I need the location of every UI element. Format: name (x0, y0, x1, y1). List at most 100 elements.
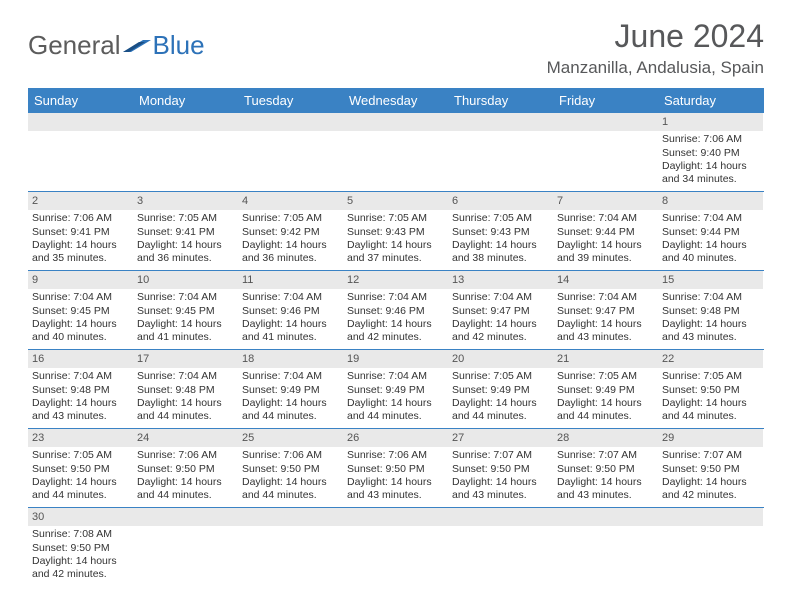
daylight-line: Daylight: 14 hours and 38 minutes. (452, 239, 549, 266)
sunrise-line: Sunrise: 7:04 AM (137, 291, 234, 304)
day-number (343, 508, 448, 526)
calendar-cell: 19Sunrise: 7:04 AMSunset: 9:49 PMDayligh… (343, 350, 448, 428)
day-number (133, 113, 238, 131)
sunset-line: Sunset: 9:49 PM (347, 384, 444, 397)
title-block: June 2024 Manzanilla, Andalusia, Spain (547, 18, 764, 78)
day-header-cell: Friday (553, 88, 658, 113)
sunset-line: Sunset: 9:49 PM (242, 384, 339, 397)
sunrise-line: Sunrise: 7:05 AM (557, 370, 654, 383)
day-number: 20 (448, 350, 553, 368)
daylight-line: Daylight: 14 hours and 43 minutes. (452, 476, 549, 503)
sunset-line: Sunset: 9:49 PM (452, 384, 549, 397)
calendar-cell: 25Sunrise: 7:06 AMSunset: 9:50 PMDayligh… (238, 429, 343, 507)
day-number (238, 508, 343, 526)
daylight-line: Daylight: 14 hours and 44 minutes. (137, 476, 234, 503)
day-number: 5 (343, 192, 448, 210)
day-number: 1 (658, 113, 763, 131)
daylight-line: Daylight: 14 hours and 43 minutes. (347, 476, 444, 503)
calendar-cell-blank (448, 508, 553, 586)
daylight-line: Daylight: 14 hours and 39 minutes. (557, 239, 654, 266)
day-header-cell: Saturday (658, 88, 763, 113)
daylight-line: Daylight: 14 hours and 44 minutes. (347, 397, 444, 424)
daylight-line: Daylight: 14 hours and 44 minutes. (242, 397, 339, 424)
day-number: 18 (238, 350, 343, 368)
day-number: 14 (553, 271, 658, 289)
daylight-line: Daylight: 14 hours and 42 minutes. (662, 476, 759, 503)
calendar-cell-blank (343, 113, 448, 191)
calendar-cell: 13Sunrise: 7:04 AMSunset: 9:47 PMDayligh… (448, 271, 553, 349)
sunrise-line: Sunrise: 7:04 AM (242, 370, 339, 383)
sunset-line: Sunset: 9:42 PM (242, 226, 339, 239)
week-row: 23Sunrise: 7:05 AMSunset: 9:50 PMDayligh… (28, 429, 764, 508)
daylight-line: Daylight: 14 hours and 34 minutes. (662, 160, 759, 187)
sunrise-line: Sunrise: 7:04 AM (137, 370, 234, 383)
calendar-cell: 2Sunrise: 7:06 AMSunset: 9:41 PMDaylight… (28, 192, 133, 270)
calendar-cell: 26Sunrise: 7:06 AMSunset: 9:50 PMDayligh… (343, 429, 448, 507)
calendar-cell: 9Sunrise: 7:04 AMSunset: 9:45 PMDaylight… (28, 271, 133, 349)
sunrise-line: Sunrise: 7:05 AM (662, 370, 759, 383)
calendar-cell: 10Sunrise: 7:04 AMSunset: 9:45 PMDayligh… (133, 271, 238, 349)
sunrise-line: Sunrise: 7:05 AM (452, 370, 549, 383)
sunrise-line: Sunrise: 7:06 AM (242, 449, 339, 462)
day-number: 6 (448, 192, 553, 210)
brand-part1: General (28, 30, 121, 61)
sunrise-line: Sunrise: 7:05 AM (137, 212, 234, 225)
header: General Blue June 2024 Manzanilla, Andal… (0, 0, 792, 82)
daylight-line: Daylight: 14 hours and 43 minutes. (557, 476, 654, 503)
daylight-line: Daylight: 14 hours and 42 minutes. (347, 318, 444, 345)
day-number (133, 508, 238, 526)
calendar-cell: 8Sunrise: 7:04 AMSunset: 9:44 PMDaylight… (658, 192, 763, 270)
daylight-line: Daylight: 14 hours and 44 minutes. (137, 397, 234, 424)
sunset-line: Sunset: 9:47 PM (557, 305, 654, 318)
calendar-cell-blank (553, 508, 658, 586)
location-label: Manzanilla, Andalusia, Spain (547, 58, 764, 78)
calendar-cell: 4Sunrise: 7:05 AMSunset: 9:42 PMDaylight… (238, 192, 343, 270)
day-number: 9 (28, 271, 133, 289)
sunset-line: Sunset: 9:48 PM (662, 305, 759, 318)
brand-logo: General Blue (28, 30, 205, 61)
calendar-cell: 6Sunrise: 7:05 AMSunset: 9:43 PMDaylight… (448, 192, 553, 270)
day-number: 12 (343, 271, 448, 289)
sunrise-line: Sunrise: 7:04 AM (557, 291, 654, 304)
calendar-cell-blank (133, 113, 238, 191)
day-number: 13 (448, 271, 553, 289)
daylight-line: Daylight: 14 hours and 43 minutes. (32, 397, 129, 424)
sunset-line: Sunset: 9:41 PM (32, 226, 129, 239)
day-number (553, 113, 658, 131)
day-number: 26 (343, 429, 448, 447)
day-number: 23 (28, 429, 133, 447)
sunrise-line: Sunrise: 7:04 AM (662, 212, 759, 225)
sunset-line: Sunset: 9:46 PM (242, 305, 339, 318)
sunset-line: Sunset: 9:40 PM (662, 147, 759, 160)
sunset-line: Sunset: 9:48 PM (137, 384, 234, 397)
sunrise-line: Sunrise: 7:06 AM (32, 212, 129, 225)
calendar-cell-blank (28, 113, 133, 191)
sunset-line: Sunset: 9:50 PM (557, 463, 654, 476)
calendar-cell: 3Sunrise: 7:05 AMSunset: 9:41 PMDaylight… (133, 192, 238, 270)
calendar-cell: 18 Sunrise: 7:04 AMSunset: 9:49 PMDayligh… (238, 350, 343, 428)
sunset-line: Sunset: 9:44 PM (557, 226, 654, 239)
daylight-line: Daylight: 14 hours and 36 minutes. (137, 239, 234, 266)
calendar-cell-blank (553, 113, 658, 191)
calendar-cell: 17 Sunrise: 7:04 AMSunset: 9:48 PMDayligh… (133, 350, 238, 428)
day-number: 21 (553, 350, 658, 368)
sunset-line: Sunset: 9:45 PM (137, 305, 234, 318)
sunset-line: Sunset: 9:50 PM (32, 463, 129, 476)
daylight-line: Daylight: 14 hours and 40 minutes. (32, 318, 129, 345)
sunset-line: Sunset: 9:50 PM (137, 463, 234, 476)
day-number: 7 (553, 192, 658, 210)
day-number: 4 (238, 192, 343, 210)
sunrise-line: Sunrise: 7:04 AM (557, 212, 654, 225)
sunset-line: Sunset: 9:50 PM (347, 463, 444, 476)
daylight-line: Daylight: 14 hours and 44 minutes. (242, 476, 339, 503)
day-number: 17 (133, 350, 238, 368)
sunrise-line: Sunrise: 7:06 AM (137, 449, 234, 462)
daylight-line: Daylight: 14 hours and 44 minutes. (32, 476, 129, 503)
daylight-line: Daylight: 14 hours and 43 minutes. (662, 318, 759, 345)
daylight-line: Daylight: 14 hours and 35 minutes. (32, 239, 129, 266)
day-number: 8 (658, 192, 763, 210)
daylight-line: Daylight: 14 hours and 42 minutes. (32, 555, 129, 582)
day-number: 28 (553, 429, 658, 447)
daylight-line: Daylight: 14 hours and 37 minutes. (347, 239, 444, 266)
weeks-container: 1Sunrise: 7:06 AMSunset: 9:40 PMDaylight… (28, 113, 764, 586)
